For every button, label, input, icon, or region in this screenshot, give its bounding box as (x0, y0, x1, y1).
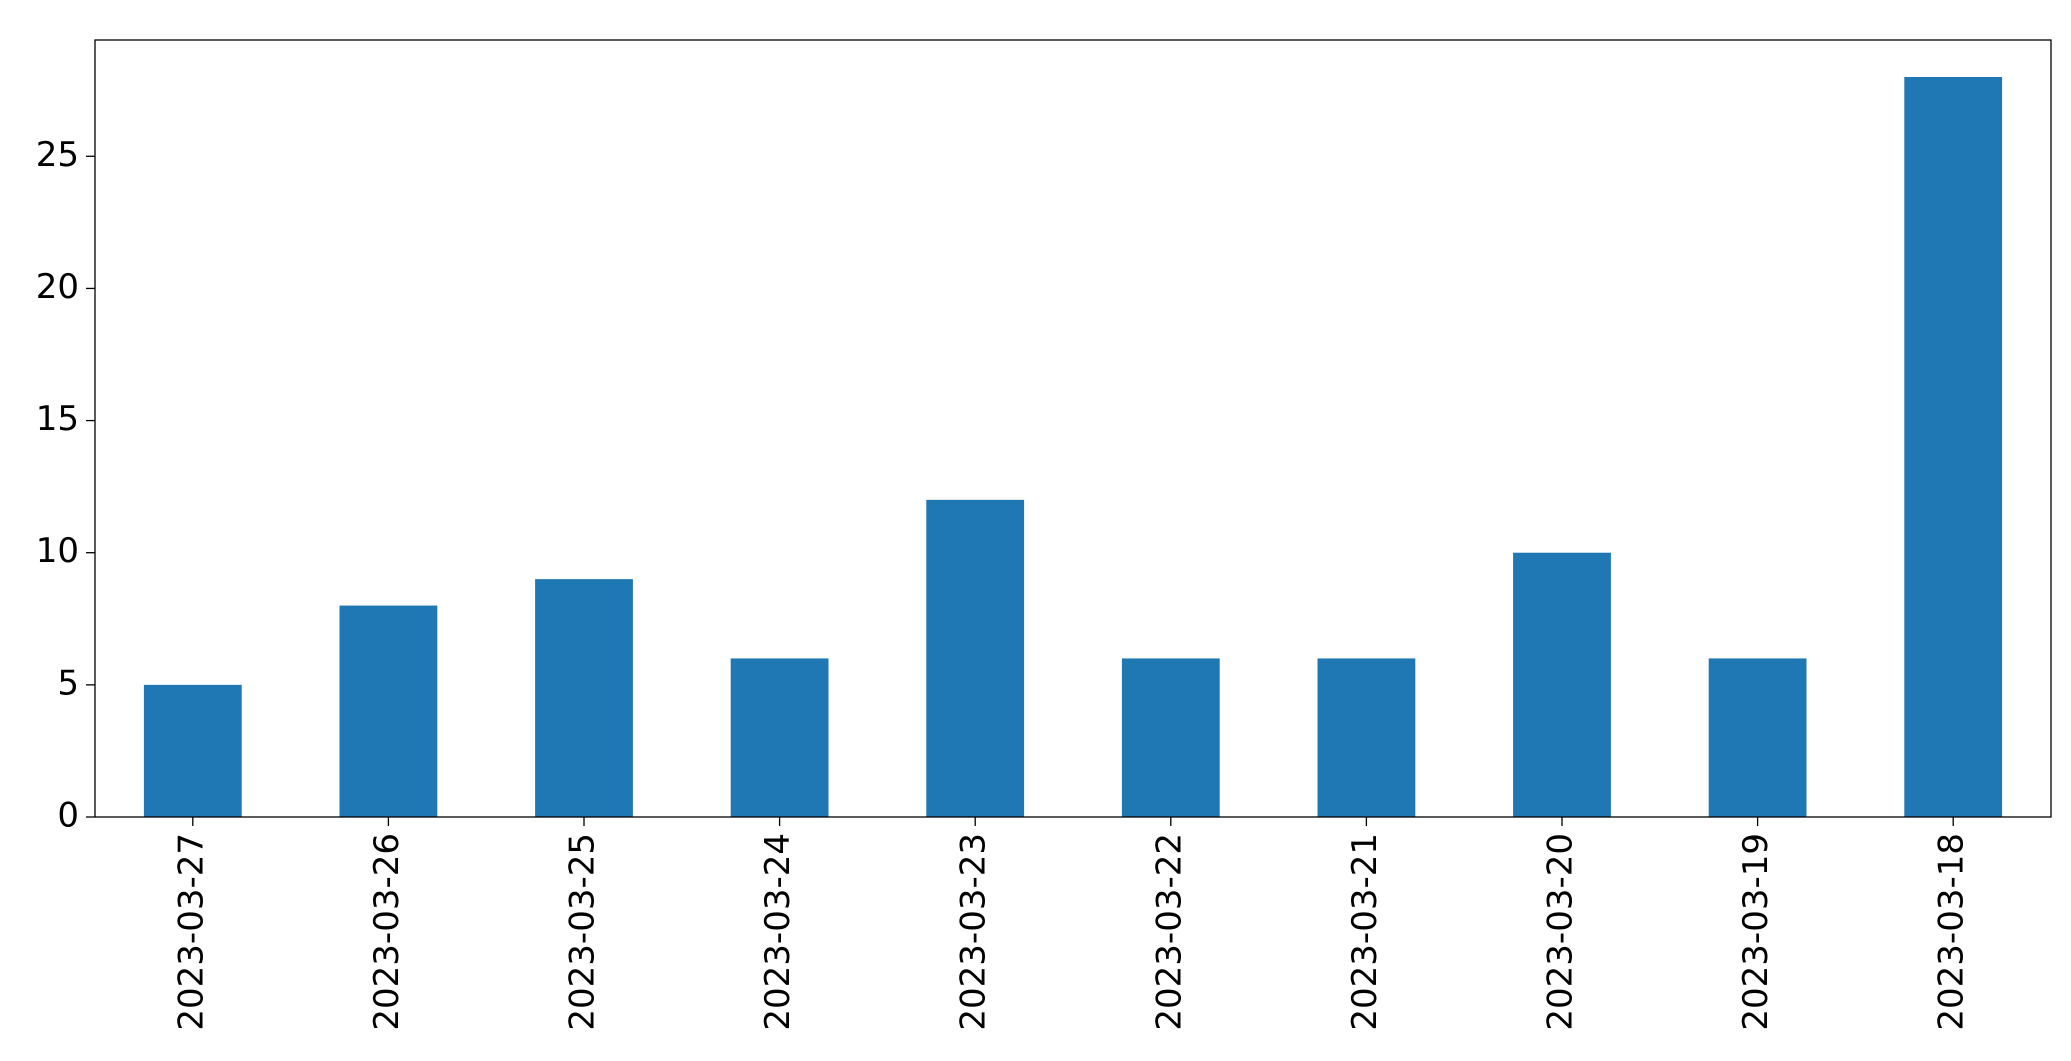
x-tick-label: 2023-03-26 (367, 833, 407, 1031)
y-tick-label: 5 (57, 663, 79, 703)
bar (1904, 77, 2003, 817)
bar (339, 605, 438, 817)
y-tick-label: 10 (36, 531, 79, 571)
bar (730, 658, 829, 817)
x-tick-label: 2023-03-19 (1736, 833, 1776, 1031)
bar (1121, 658, 1220, 817)
x-tick-label: 2023-03-27 (171, 833, 211, 1031)
bar (143, 684, 242, 817)
bar (535, 579, 633, 817)
plot-frame (94, 39, 2052, 818)
y-tick-label: 15 (36, 399, 79, 439)
x-tick-label: 2023-03-20 (1541, 833, 1581, 1031)
x-tick-label: 2023-03-18 (1932, 833, 1972, 1031)
x-tick-label: 2023-03-23 (954, 833, 994, 1031)
y-tick-label: 25 (36, 135, 79, 175)
x-tick-label: 2023-03-24 (758, 833, 798, 1031)
x-tick-label: 2023-03-22 (1149, 833, 1189, 1031)
y-tick-label: 20 (36, 267, 79, 307)
bar (1317, 658, 1416, 817)
bar (1708, 658, 1807, 817)
x-tick-label: 2023-03-25 (563, 833, 603, 1031)
y-tick-label: 0 (57, 796, 79, 836)
x-tick-label: 2023-03-21 (1345, 833, 1385, 1031)
bar (1513, 552, 1611, 817)
bar (926, 499, 1025, 817)
